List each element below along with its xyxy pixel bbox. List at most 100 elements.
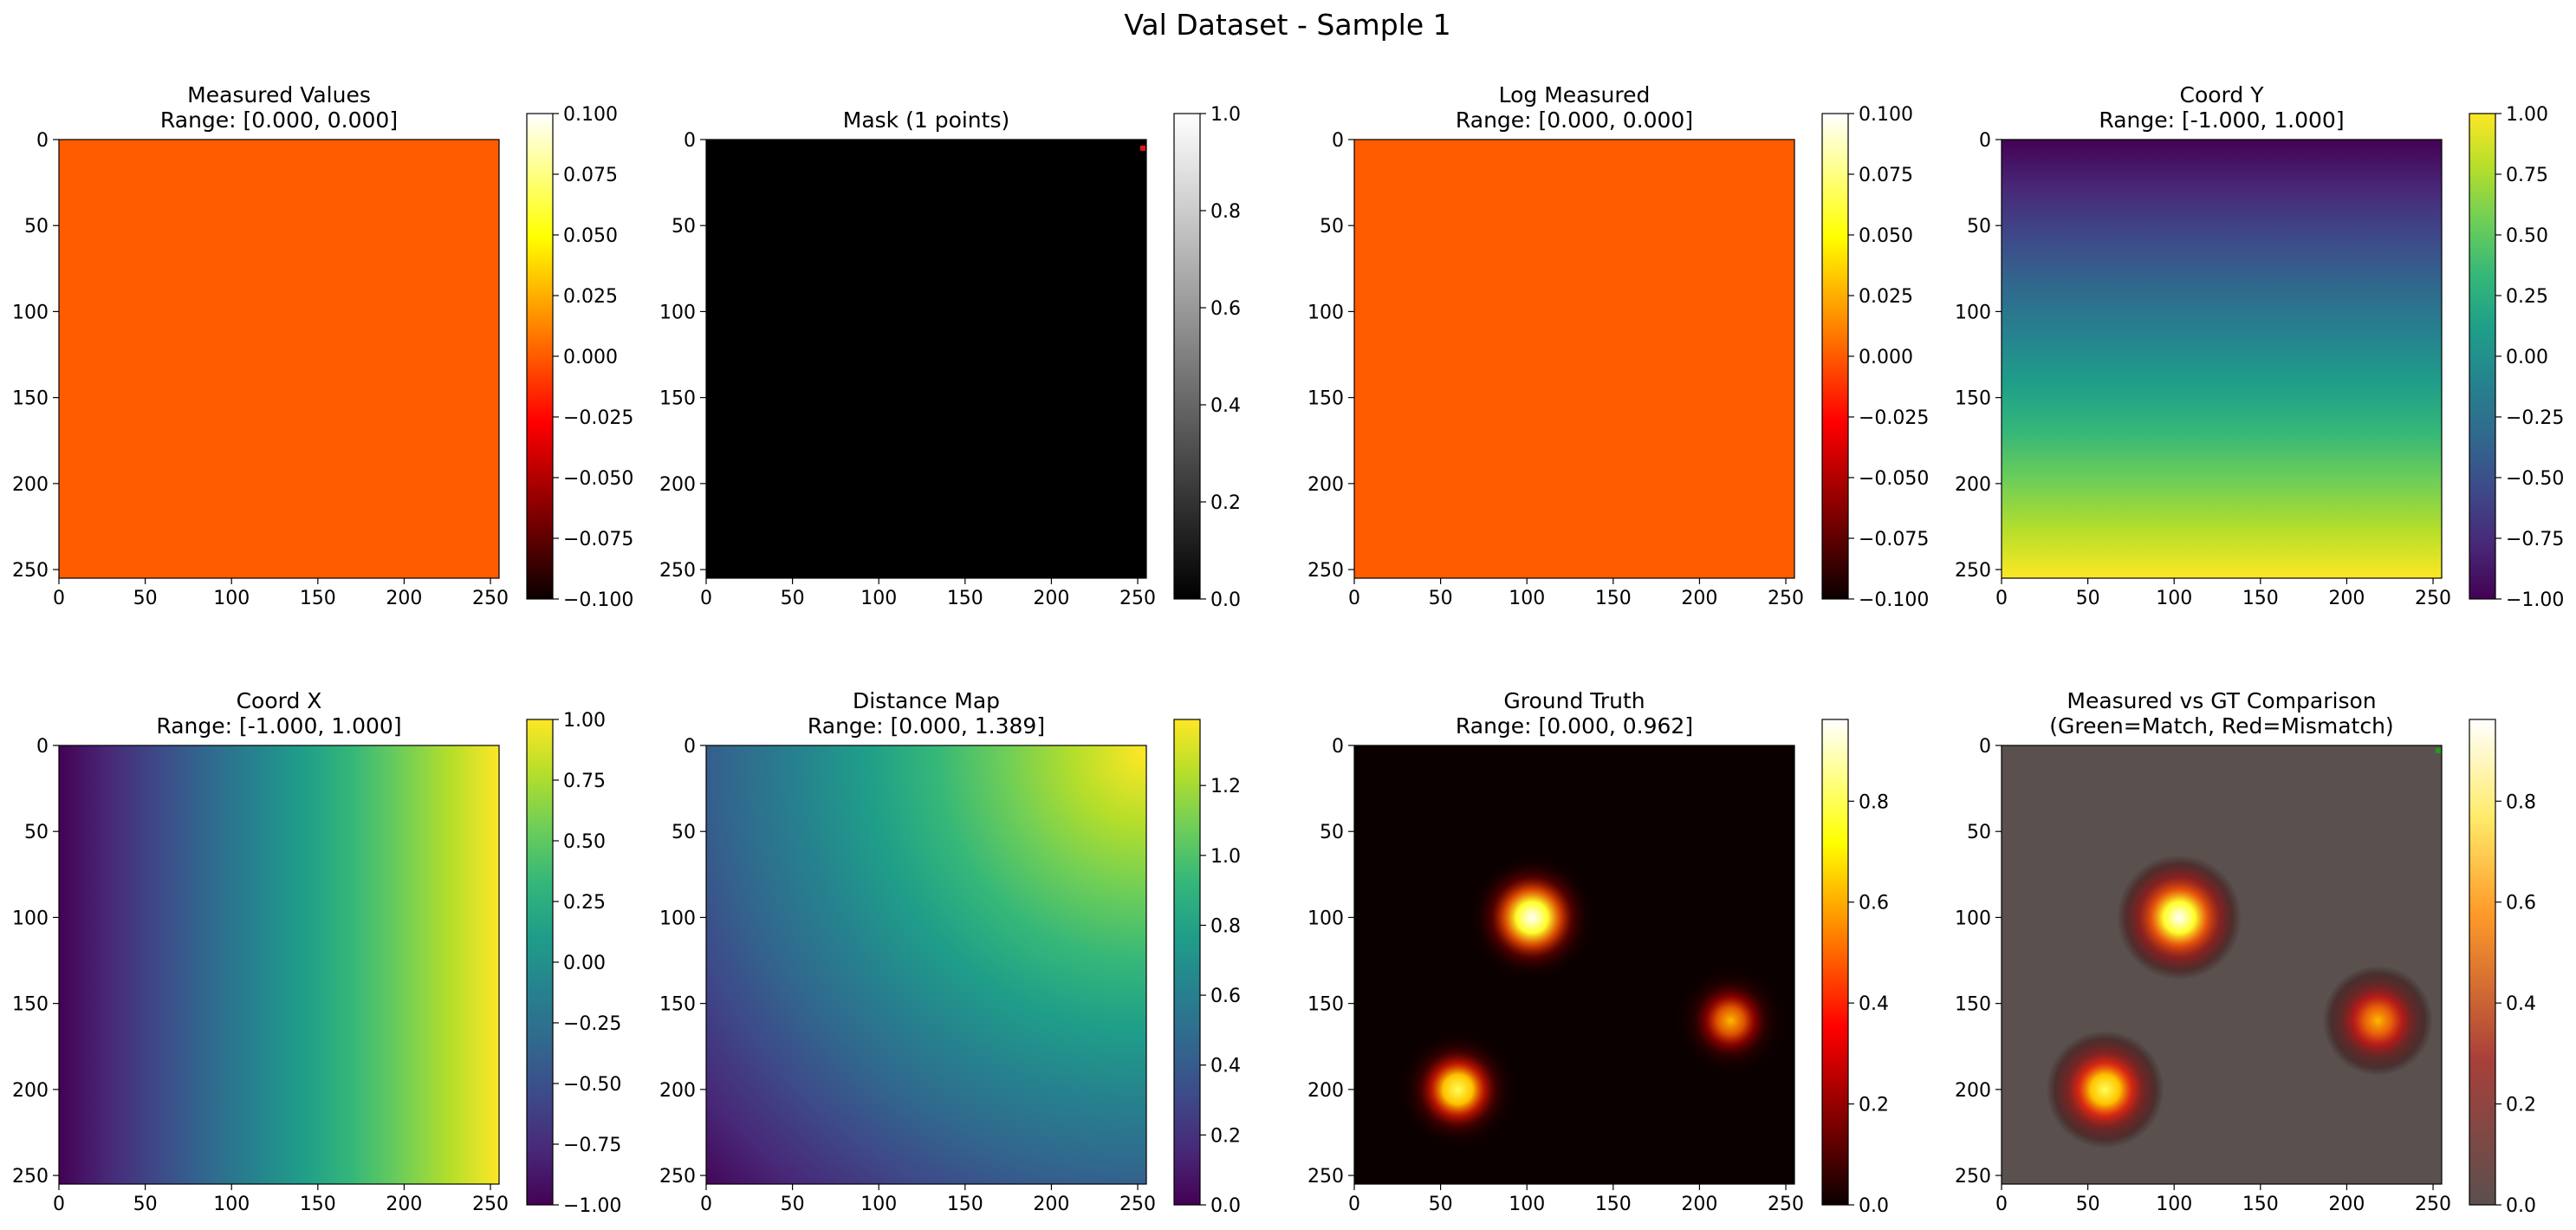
colorbar-tick-label: 0.8	[2506, 791, 2536, 813]
x-tick-label: 100	[860, 588, 897, 609]
colorbar-tick-label: −0.25	[563, 1013, 621, 1035]
subplot-title-line: Measured vs GT Comparison	[2067, 688, 2376, 713]
y-tick-label: 200	[1307, 1080, 1344, 1102]
x-tick-label: 150	[947, 588, 983, 609]
colorbar	[1821, 113, 1849, 600]
y-tick-label: 0	[36, 130, 49, 152]
y-tick-label: 0	[1332, 736, 1344, 758]
y-tick-label: 50	[24, 216, 49, 238]
x-tick-label: 250	[1768, 1194, 1804, 1215]
y-tick-label: 150	[12, 388, 49, 410]
heatmap-image	[2002, 140, 2442, 578]
subplot-title-line: (Green=Match, Red=Mismatch)	[2049, 713, 2393, 739]
x-tick-label: 250	[472, 588, 509, 609]
x-tick-label: 100	[1509, 1194, 1545, 1215]
heatmap-image	[2002, 745, 2442, 1184]
x-tick-label: 0	[53, 1194, 65, 1215]
colorbar-tick-label: 0.75	[2506, 165, 2548, 186]
axes-frame	[2001, 139, 2443, 579]
x-tick-label: 0	[1348, 1194, 1360, 1215]
x-tick-label: 250	[1119, 588, 1156, 609]
y-tick-label: 50	[1320, 216, 1344, 238]
figure-suptitle: Val Dataset - Sample 1	[1124, 8, 1450, 42]
x-tick-label: 100	[860, 1194, 897, 1215]
y-tick-label: 150	[1955, 388, 1991, 410]
x-tick-label: 50	[1429, 588, 1453, 609]
y-tick-label: 50	[672, 822, 696, 843]
x-tick-label: 150	[300, 588, 336, 609]
colorbar-tick-label: 0.4	[1210, 1056, 1241, 1077]
y-tick-label: 50	[1320, 822, 1344, 843]
colorbar-tick-label: 1.0	[1210, 104, 1241, 126]
y-tick-label: 100	[1955, 908, 1991, 929]
subplot-title-line: Distance Map	[853, 688, 1000, 713]
subplot-2: Mask (1 points)0 50 100 150 200 2500501001502…	[659, 104, 1241, 611]
colorbar-tick-label: 0.000	[1859, 347, 1913, 368]
axes-frame	[1353, 745, 1795, 1185]
subplot-title-line: Range: [0.000, 0.000]	[1456, 107, 1693, 133]
gt-blob	[2117, 855, 2242, 980]
colorbar-tick-label: −0.025	[563, 407, 633, 429]
subplot-title-line: Ground Truth	[1503, 688, 1645, 713]
x-tick-label: 150	[947, 1194, 983, 1215]
colorbar-tick-label: 0.8	[1859, 791, 1889, 813]
colorbar-tick-label: −0.75	[563, 1135, 621, 1156]
y-tick-label: 250	[1955, 560, 1991, 582]
colorbar-tick-label: 0.25	[2506, 286, 2548, 308]
y-tick-label: 0	[36, 736, 49, 758]
axes-frame	[58, 745, 500, 1185]
colorbar-tick-label: 0.2	[1210, 1125, 1241, 1147]
colorbar-tick-label: 0.50	[563, 831, 606, 853]
colorbar-tick-label: 0.2	[1859, 1095, 1889, 1116]
colorbar-tick-label: 0.075	[563, 165, 618, 186]
axes-frame	[705, 139, 1147, 579]
y-tick-label: 50	[672, 216, 696, 238]
colorbar-tick-label: 0.2	[1210, 492, 1241, 514]
x-tick-label: 0	[1995, 1194, 2008, 1215]
x-tick-label: 200	[1681, 588, 1717, 609]
heatmap-image	[1354, 140, 1794, 578]
heatmap-image	[59, 140, 499, 578]
x-tick-label: 200	[386, 1194, 422, 1215]
colorbar-tick-label: −0.50	[563, 1074, 621, 1096]
y-tick-label: 50	[1967, 822, 1991, 843]
y-tick-label: 200	[12, 1080, 49, 1102]
subplot-title-line: Measured Values	[187, 82, 371, 107]
colorbar	[526, 719, 554, 1206]
subplot-title-line: Range: [0.000, 0.000]	[160, 107, 398, 133]
heatmap-fill	[59, 140, 499, 578]
colorbar-tick-label: −0.025	[1859, 407, 1929, 429]
x-tick-label: 150	[300, 1194, 336, 1215]
colorbar-tick-label: 0.50	[2506, 225, 2548, 247]
y-tick-label: 150	[659, 388, 696, 410]
heatmap-fill	[59, 745, 499, 1184]
gt-blob	[1675, 966, 1786, 1076]
gt-blob	[2322, 966, 2433, 1076]
colorbar	[1821, 719, 1849, 1206]
colorbar-tick-label: −0.100	[1859, 589, 1929, 611]
colorbar-tick-label: 0.6	[1210, 298, 1241, 320]
subplot-title-line: Range: [-1.000, 1.000]	[2099, 107, 2344, 133]
axes-frame	[705, 745, 1147, 1185]
colorbar-tick-label: −0.25	[2506, 407, 2564, 429]
x-tick-label: 200	[1033, 588, 1069, 609]
gt-blob	[1470, 855, 1595, 980]
x-tick-label: 150	[2242, 588, 2279, 609]
y-tick-label: 250	[659, 1166, 696, 1188]
y-tick-label: 100	[1955, 302, 1991, 323]
x-tick-label: 50	[133, 1194, 158, 1215]
colorbar-tick-label: −0.050	[1859, 468, 1929, 490]
subplot-title-line: Range: [0.000, 0.962]	[1456, 713, 1693, 739]
gt-blob	[1398, 1030, 1517, 1149]
y-tick-label: 0	[1332, 130, 1344, 152]
subplot-8: Measured vs GT Comparison(Green=Match, R…	[1955, 688, 2536, 1217]
colorbar-tick-label: 1.0	[1210, 846, 1241, 868]
colorbar-tick-label: −0.100	[563, 589, 633, 611]
x-tick-label: 200	[1033, 1194, 1069, 1215]
colorbar-tick-label: 0.6	[1210, 986, 1241, 1007]
subplot-title-line: Range: [0.000, 1.389]	[808, 713, 1045, 739]
subplot-title-line: Coord X	[237, 688, 322, 713]
